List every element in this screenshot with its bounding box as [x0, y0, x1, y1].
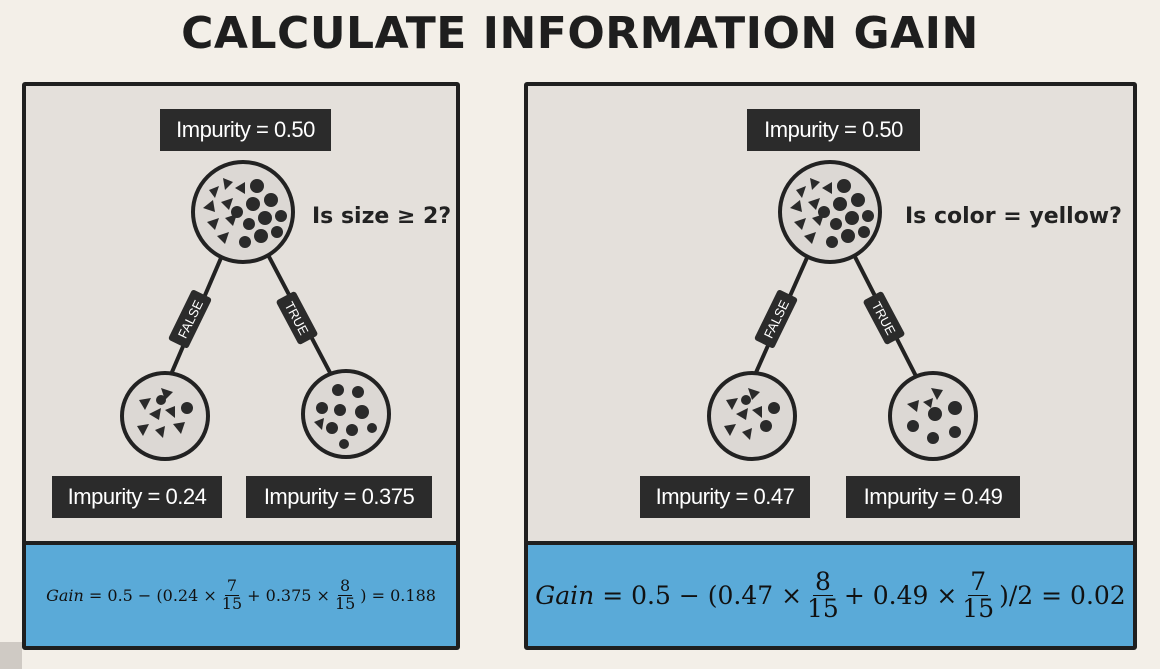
gain-formula: Gain = 0.5 − (0.47 × 8 15 + 0.49 × 7 15 )/… [528, 541, 1133, 646]
formula-part3: ) = 0.188 [360, 586, 436, 605]
false-child-node [120, 371, 210, 461]
fraction-2-denominator: 15 [962, 594, 995, 623]
fraction-1: 7 15 [220, 576, 244, 613]
root-node-items [203, 178, 287, 248]
left-split-panel: FALSE TRUE [22, 82, 460, 650]
right-tree-diagram: FALSE TRUE [707, 160, 978, 461]
formula-part1: = 0.5 − (0.24 × [88, 586, 217, 605]
fraction-1-numerator: 8 [812, 566, 833, 596]
page-title: CALCULATE INFORMATION GAIN [181, 8, 979, 59]
false-child-impurity-label: Impurity = 0.24 [52, 476, 222, 518]
root-node [778, 160, 882, 264]
root-impurity-label: Impurity = 0.50 [160, 109, 331, 151]
formula-part1: = 0.5 − (0.47 × [602, 581, 803, 610]
formula-lhs: Gain [46, 586, 84, 605]
true-child-impurity-label: Impurity = 0.375 [246, 476, 432, 518]
formula-lhs: Gain [535, 581, 595, 610]
true-tag: TRUE [863, 291, 905, 345]
gain-formula: Gain = 0.5 − (0.24 × 7 15 + 0.375 × 8 15 )… [26, 541, 456, 646]
formula-part2: + 0.375 × [247, 586, 330, 605]
true-tag: TRUE [276, 291, 318, 345]
split-question: Is color = yellow? [905, 204, 1122, 229]
true-child-node [888, 371, 978, 461]
fraction-2: 8 15 [333, 576, 357, 613]
formula-part3: )/2 = 0.02 [999, 581, 1126, 610]
false-child-node [707, 371, 797, 461]
false-tag: FALSE [754, 290, 798, 348]
root-node [191, 160, 295, 264]
fraction-1-denominator: 15 [807, 594, 839, 623]
corner-decoration [0, 642, 22, 669]
fraction-1-denominator: 15 [221, 594, 243, 613]
formula-part2: + 0.49 × [843, 581, 958, 610]
right-split-panel: FALSE TRUE [524, 82, 1137, 650]
split-question: Is size ≥ 2? [312, 204, 452, 229]
true-child-node [301, 369, 391, 459]
left-tree-diagram: FALSE TRUE [120, 160, 391, 461]
fraction-1-numerator: 7 [224, 576, 240, 596]
fraction-2-numerator: 8 [338, 576, 353, 596]
fraction-2-numerator: 7 [968, 566, 989, 596]
true-child-impurity-label: Impurity = 0.49 [846, 476, 1020, 518]
fraction-2-denominator: 15 [334, 594, 356, 613]
fraction-1: 8 15 [805, 566, 841, 623]
fraction-2: 7 15 [960, 566, 996, 623]
root-impurity-label: Impurity = 0.50 [747, 109, 920, 151]
false-child-impurity-label: Impurity = 0.47 [640, 476, 810, 518]
false-tag: FALSE [168, 290, 212, 348]
